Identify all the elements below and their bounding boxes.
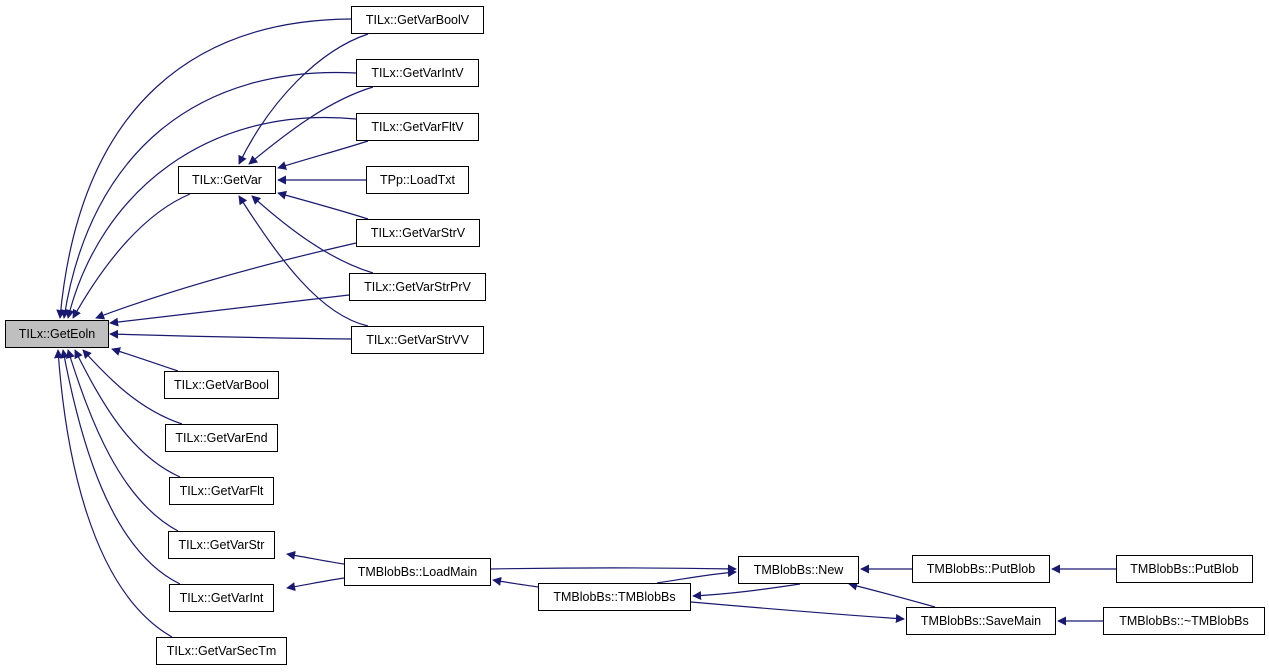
edge-loadmain-int <box>286 577 345 592</box>
node-tmblobbs-ctor[interactable]: TMBlobBs::TMBlobBs <box>538 583 691 611</box>
edge-flt-eoln <box>74 349 181 478</box>
edge-loadmain-new <box>490 564 737 574</box>
edge-str-v-getvar <box>277 190 369 220</box>
node-get-var-flt[interactable]: TILx::GetVarFlt <box>169 477 274 505</box>
edge-str-v-eoln <box>95 242 357 320</box>
edge-bool-v-getvar <box>238 33 369 165</box>
edge-int-eoln <box>60 349 181 585</box>
edge-ctor-loadmain <box>492 576 539 588</box>
edge-str-eoln <box>66 349 179 532</box>
node-get-var[interactable]: TILx::GetVar <box>178 166 276 194</box>
node-get-var-str-vv[interactable]: TILx::GetVarStrVV <box>351 326 484 354</box>
node-get-var-bool-v[interactable]: TILx::GetVarBoolV <box>351 6 484 34</box>
edge-ctor-savemain <box>690 601 905 623</box>
edge-flt-v-getvar <box>277 140 369 170</box>
node-get-var-int-v[interactable]: TILx::GetVarIntV <box>356 59 479 87</box>
node-get-var-end[interactable]: TILx::GetVarEnd <box>165 424 278 452</box>
edge-flt-v-eoln <box>65 117 357 319</box>
edge-int-v-getvar <box>248 86 374 165</box>
node-get-eoln: TILx::GetEoln <box>5 320 109 348</box>
node-get-var-flt-v[interactable]: TILx::GetVarFltV <box>356 113 479 141</box>
edge-new-ctor <box>692 583 801 601</box>
edge-sectm-eoln <box>54 349 173 638</box>
edge-bool-v-eoln <box>56 18 352 319</box>
node-new[interactable]: TMBlobBs::New <box>738 556 859 584</box>
edge-int-v-eoln <box>60 71 357 319</box>
node-load-main[interactable]: TMBlobBs::LoadMain <box>344 558 491 586</box>
node-get-var-sec-tm[interactable]: TILx::GetVarSecTm <box>156 637 287 665</box>
node-save-main[interactable]: TMBlobBs::SaveMain <box>906 607 1056 635</box>
edge-loadmain-str <box>286 550 345 565</box>
node-get-var-str-v[interactable]: TILx::GetVarStrV <box>356 219 480 247</box>
node-tmblobbs-dtor[interactable]: TMBlobBs::~TMBlobBs <box>1103 607 1265 635</box>
node-load-txt[interactable]: TPp::LoadTxt <box>366 166 469 194</box>
edge-ctor-new <box>656 568 737 584</box>
edge-bool-eoln <box>111 347 179 372</box>
node-get-var-int[interactable]: TILx::GetVarInt <box>169 584 274 612</box>
edge-savemain-new <box>848 581 936 608</box>
node-put-blob-2[interactable]: TMBlobBs::PutBlob <box>1116 555 1253 583</box>
edge-strpr-v-eoln <box>109 294 350 327</box>
node-put-blob-1[interactable]: TMBlobBs::PutBlob <box>912 555 1050 583</box>
edge-strpr-v-getvar <box>251 195 374 274</box>
edge-strvv-eoln <box>109 329 352 340</box>
node-get-var-bool[interactable]: TILx::GetVarBool <box>164 371 279 399</box>
edge-end-eoln <box>82 349 183 425</box>
node-get-var-str[interactable]: TILx::GetVarStr <box>168 531 275 559</box>
node-get-var-str-pr-v[interactable]: TILx::GetVarStrPrV <box>349 273 486 301</box>
edge-strvv-getvar <box>238 195 369 327</box>
edge-getvar-eoln <box>72 193 191 319</box>
